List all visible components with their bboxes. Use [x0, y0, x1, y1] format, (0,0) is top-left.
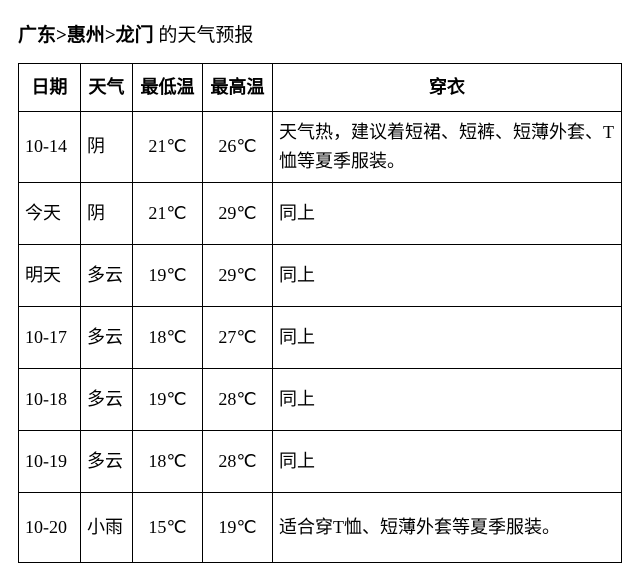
cell-date: 10-20: [19, 492, 81, 562]
cell-clothing: 同上: [273, 368, 622, 430]
forecast-table: 日期 天气 最低温 最高温 穿衣 10-14阴21℃26℃天气热，建议着短裙、短…: [18, 63, 622, 563]
cell-weather: 多云: [81, 306, 133, 368]
table-body: 10-14阴21℃26℃天气热，建议着短裙、短裤、短薄外套、T恤等夏季服装。今天…: [19, 112, 622, 563]
cell-weather: 多云: [81, 368, 133, 430]
breadcrumb: 广东>惠州>龙门: [18, 25, 154, 46]
cell-high: 27℃: [203, 306, 273, 368]
col-header-date: 日期: [19, 64, 81, 112]
cell-low: 19℃: [133, 244, 203, 306]
table-row: 10-19多云18℃28℃同上: [19, 430, 622, 492]
cell-weather: 阴: [81, 182, 133, 244]
cell-date: 明天: [19, 244, 81, 306]
cell-weather: 小雨: [81, 492, 133, 562]
cell-low: 18℃: [133, 306, 203, 368]
cell-clothing: 适合穿T恤、短薄外套等夏季服装。: [273, 492, 622, 562]
cell-high: 26℃: [203, 112, 273, 183]
cell-high: 28℃: [203, 430, 273, 492]
cell-date: 10-18: [19, 368, 81, 430]
table-row: 10-14阴21℃26℃天气热，建议着短裙、短裤、短薄外套、T恤等夏季服装。: [19, 112, 622, 183]
cell-weather: 多云: [81, 244, 133, 306]
cell-low: 15℃: [133, 492, 203, 562]
col-header-weather: 天气: [81, 64, 133, 112]
cell-high: 19℃: [203, 492, 273, 562]
cell-weather: 多云: [81, 430, 133, 492]
cell-high: 29℃: [203, 182, 273, 244]
page-title: 广东>惠州>龙门 的天气预报: [18, 20, 622, 47]
cell-date: 10-19: [19, 430, 81, 492]
table-row: 明天多云19℃29℃同上: [19, 244, 622, 306]
col-header-clothing: 穿衣: [273, 64, 622, 112]
cell-date: 10-14: [19, 112, 81, 183]
cell-low: 19℃: [133, 368, 203, 430]
col-header-high: 最高温: [203, 64, 273, 112]
cell-clothing: 同上: [273, 182, 622, 244]
cell-high: 29℃: [203, 244, 273, 306]
cell-low: 21℃: [133, 112, 203, 183]
table-row: 今天阴21℃29℃同上: [19, 182, 622, 244]
cell-date: 今天: [19, 182, 81, 244]
cell-clothing: 同上: [273, 430, 622, 492]
table-row: 10-17多云18℃27℃同上: [19, 306, 622, 368]
cell-clothing: 同上: [273, 306, 622, 368]
table-header-row: 日期 天气 最低温 最高温 穿衣: [19, 64, 622, 112]
cell-clothing: 天气热，建议着短裙、短裤、短薄外套、T恤等夏季服装。: [273, 112, 622, 183]
title-suffix: 的天气预报: [154, 25, 254, 46]
cell-clothing: 同上: [273, 244, 622, 306]
col-header-low: 最低温: [133, 64, 203, 112]
table-row: 10-20小雨15℃19℃适合穿T恤、短薄外套等夏季服装。: [19, 492, 622, 562]
cell-high: 28℃: [203, 368, 273, 430]
cell-weather: 阴: [81, 112, 133, 183]
cell-date: 10-17: [19, 306, 81, 368]
cell-low: 18℃: [133, 430, 203, 492]
cell-low: 21℃: [133, 182, 203, 244]
table-row: 10-18多云19℃28℃同上: [19, 368, 622, 430]
